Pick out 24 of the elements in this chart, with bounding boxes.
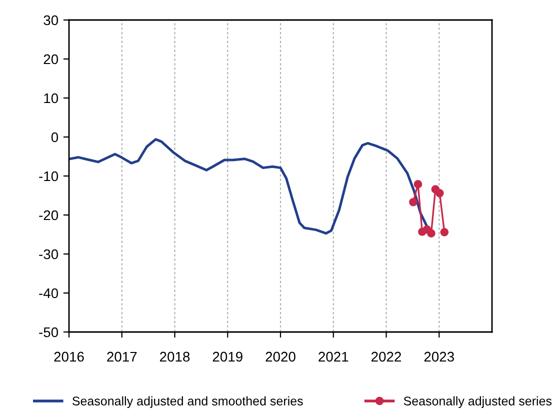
- y-tick-label: 20: [44, 54, 58, 64]
- y-tick-label: -30: [39, 249, 58, 260]
- y-tick-label: -40: [39, 288, 58, 298]
- x-tick-label: 2019: [212, 352, 242, 362]
- legend-label: Seasonally adjusted series: [404, 396, 552, 408]
- x-tick-label: 2017: [107, 352, 137, 362]
- y-tick-label: -10: [39, 171, 58, 182]
- x-tick-label: 2022: [372, 352, 402, 362]
- x-tick-label: 2020: [266, 352, 296, 362]
- y-tick-label: 30: [44, 15, 58, 26]
- x-tick-label: 2018: [160, 352, 190, 362]
- x-tick-label: 2023: [424, 352, 454, 362]
- y-tick-label: 0: [51, 132, 58, 142]
- y-tick-label: 10: [44, 93, 58, 104]
- y-tick-label: -20: [39, 210, 58, 220]
- point: [409, 198, 418, 206]
- x-tick-label: 2016: [54, 352, 84, 362]
- point: [435, 188, 444, 198]
- x-tick-label: 2021: [318, 352, 348, 362]
- point: [414, 180, 422, 188]
- point: [440, 228, 449, 236]
- y-tick-label: -50: [39, 327, 58, 338]
- point: [427, 229, 436, 238]
- legend-label: Seasonally adjusted and smoothed series: [72, 396, 303, 408]
